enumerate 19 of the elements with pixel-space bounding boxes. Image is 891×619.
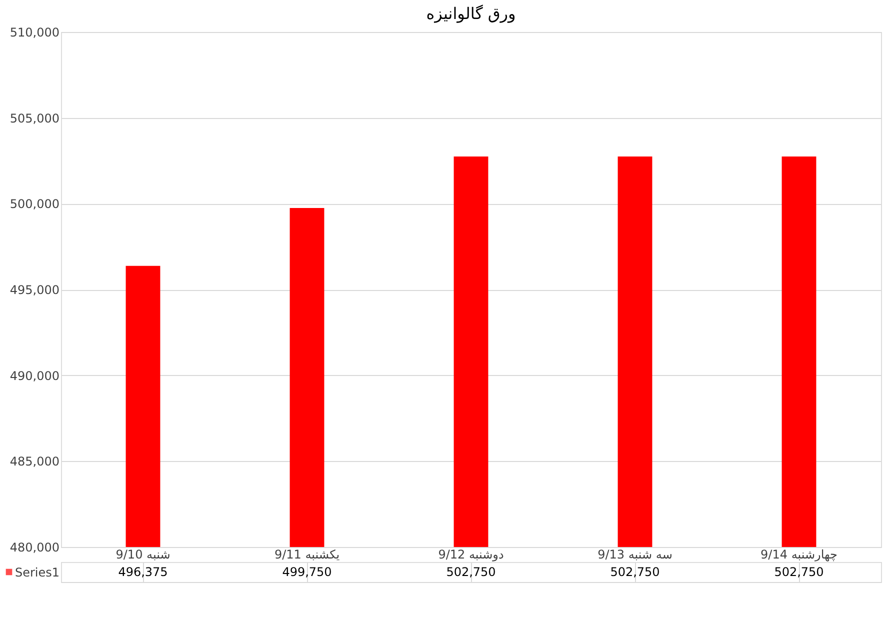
y-tick-label: 495,000	[10, 283, 60, 297]
x-tick-label: شنبه 9/10	[116, 548, 170, 562]
x-tick-label: چهارشنبه 9/14	[760, 548, 838, 562]
data-label: 502,750	[446, 565, 496, 579]
y-tick-label: 505,000	[10, 111, 60, 126]
y-tick-label: 500,000	[10, 197, 60, 212]
legend-label: Series1	[14, 566, 60, 580]
data-label: 502,750	[774, 565, 824, 579]
data-label: 502,750	[610, 565, 660, 579]
data-label: 499,750	[282, 565, 332, 579]
x-tick-label: سه شنبه 9/13	[598, 548, 672, 562]
chart-title: ورق گالوانیزه	[426, 4, 516, 23]
y-tick-label: 510,000	[10, 26, 60, 40]
x-tick-label: دوشنبه 9/12	[438, 548, 504, 562]
y-tick-label: 480,000	[10, 540, 60, 554]
y-tick-label: 490,000	[10, 368, 60, 383]
x-tick-label: یکشنبه 9/11	[274, 548, 340, 562]
y-tick-label: 485,000	[10, 454, 60, 469]
data-label: 496,375	[118, 565, 168, 579]
